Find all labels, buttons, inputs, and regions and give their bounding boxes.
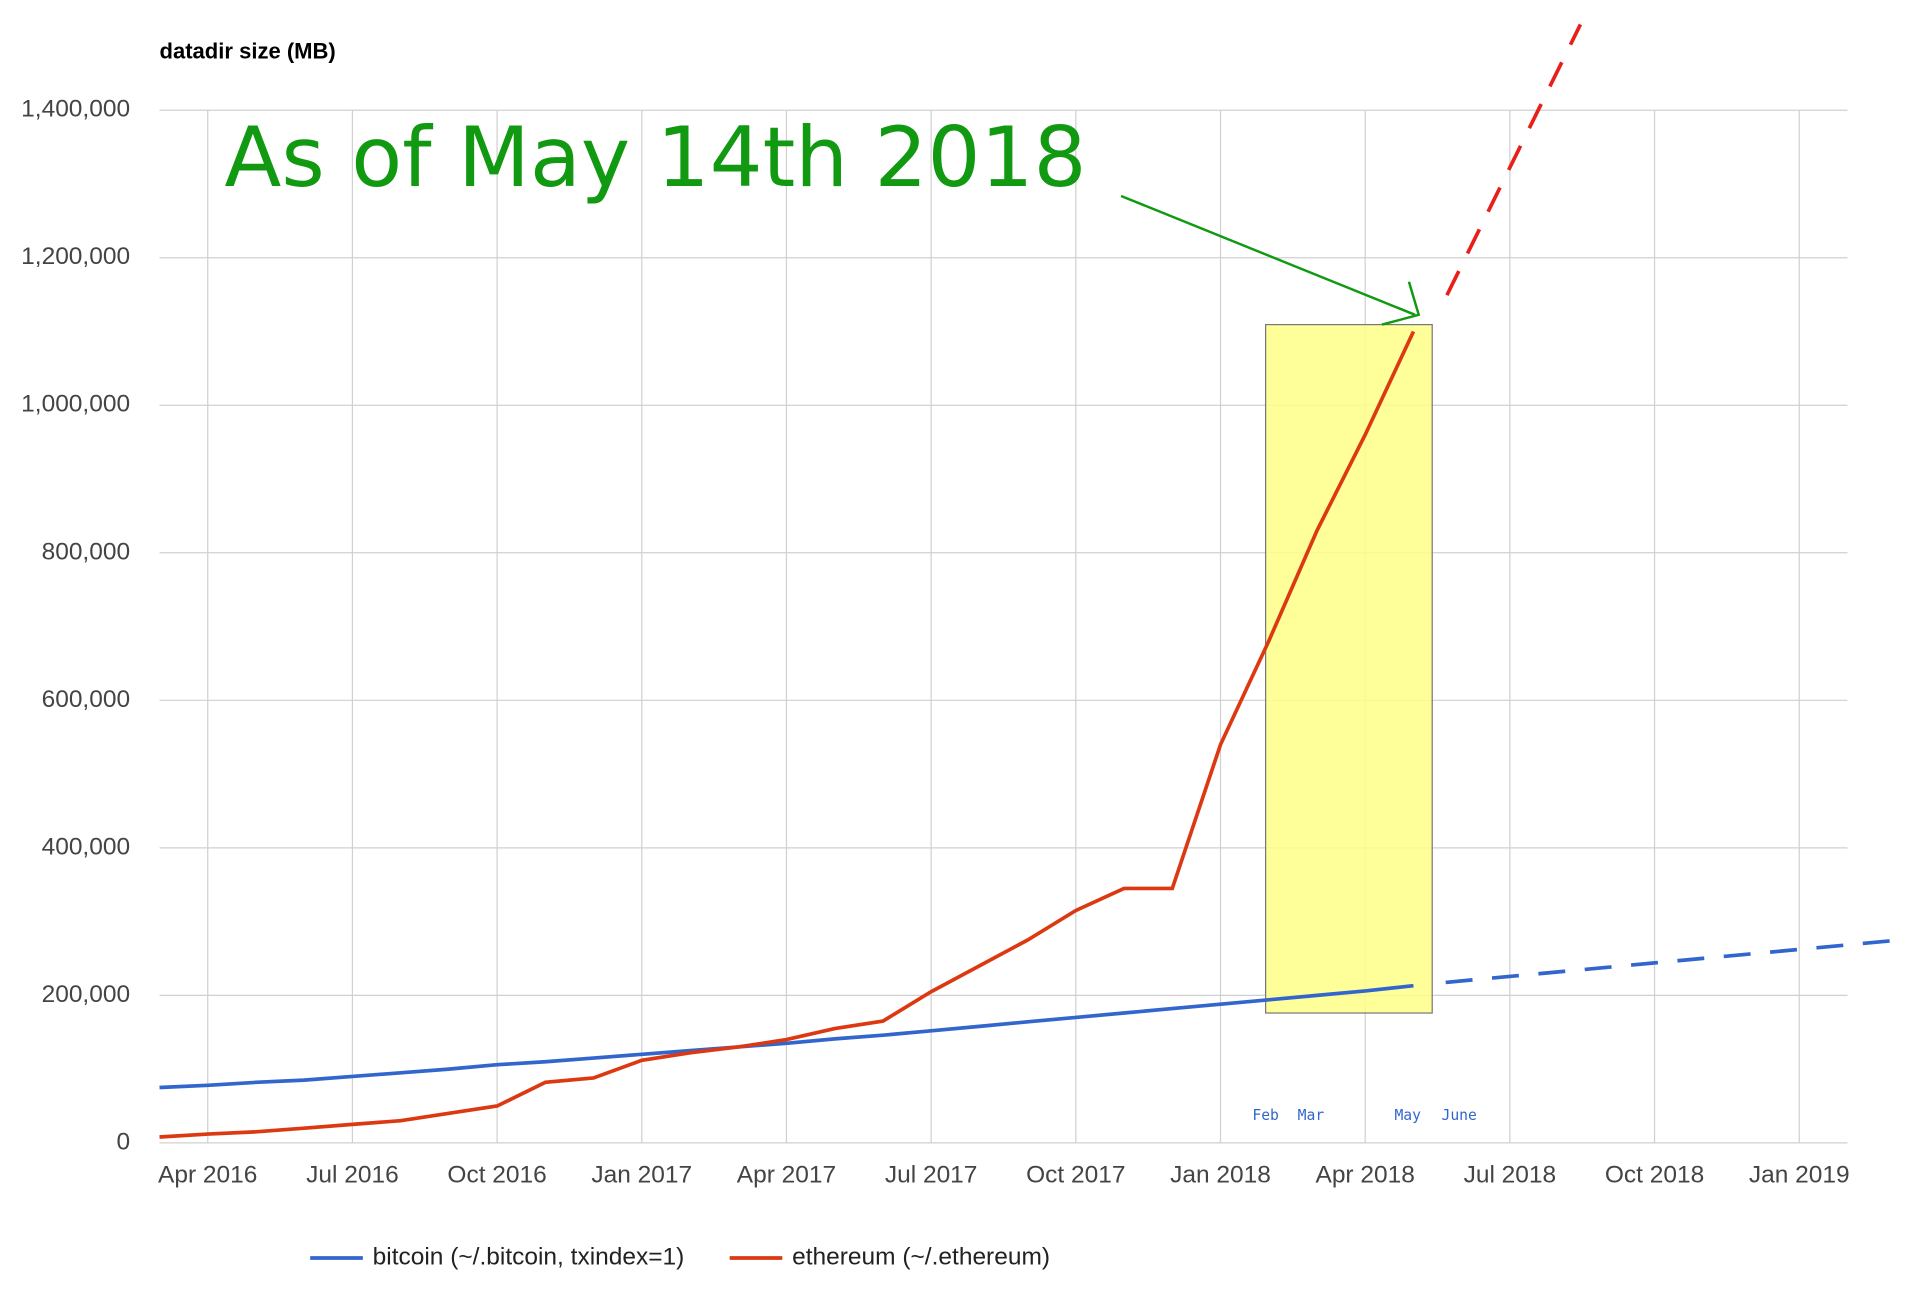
x-tick-label: Jan 2018	[1170, 1161, 1271, 1188]
grid	[159, 109, 1848, 1144]
series-line	[159, 330, 1416, 1139]
x-tick-label: Jul 2017	[885, 1161, 978, 1188]
series-line	[159, 983, 1414, 1090]
y-tick-label: 800,000	[42, 538, 131, 565]
legend: bitcoin (~/.bitcoin, txindex=1) ethereum …	[310, 1243, 1050, 1270]
y-tick-label: 400,000	[42, 833, 131, 860]
y-tick-label: 200,000	[42, 981, 131, 1008]
annotation: As of May 14th 2018	[224, 109, 1086, 206]
x-tick-label: Jul 2018	[1464, 1161, 1557, 1188]
x-tick-label: Apr 2016	[158, 1161, 257, 1188]
month-mark: Mar	[1298, 1107, 1325, 1124]
y-tick-label: 1,200,000	[21, 243, 130, 270]
projection-bitcoin	[1445, 937, 1906, 985]
x-tick-label: Apr 2017	[737, 1161, 836, 1188]
y-tick-label: 600,000	[42, 686, 131, 713]
y-tick-label: 1,000,000	[21, 391, 130, 418]
month-mark: Feb	[1252, 1107, 1279, 1124]
y-tick-label: 1,400,000	[21, 96, 130, 123]
plot-lines	[159, 330, 1416, 1139]
x-tick-label: Jan 2019	[1749, 1161, 1850, 1188]
annotation-arrow	[1120, 194, 1421, 326]
legend-label: ethereum (~/.ethereum)	[792, 1243, 1050, 1270]
x-tick-label: Oct 2016	[447, 1161, 546, 1188]
legend-label: bitcoin (~/.bitcoin, txindex=1)	[373, 1243, 685, 1270]
highlight-box	[1265, 323, 1433, 1014]
month-mark: June	[1441, 1107, 1476, 1124]
projection-ethereum	[1445, 23, 1583, 297]
chart-title: datadir size (MB)	[160, 39, 336, 64]
x-tick-label: Apr 2018	[1316, 1161, 1415, 1188]
y-tick-label: 0	[116, 1128, 130, 1155]
x-tick-label: Jan 2017	[591, 1161, 692, 1188]
x-tick-label: Oct 2017	[1026, 1161, 1125, 1188]
month-mark: May	[1394, 1107, 1421, 1124]
x-tick-label: Oct 2018	[1605, 1161, 1704, 1188]
x-tick-label: Jul 2016	[306, 1161, 399, 1188]
